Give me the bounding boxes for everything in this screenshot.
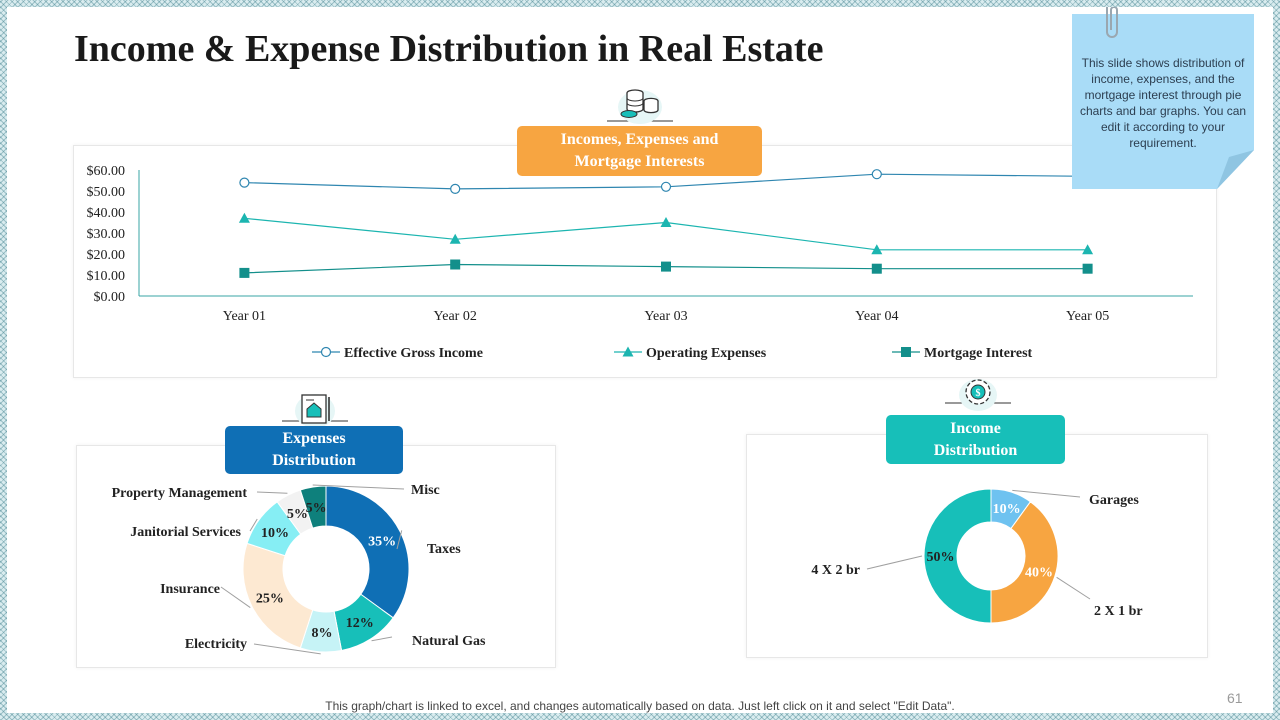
svg-text:$: $ (976, 388, 981, 399)
page-number: 61 (1227, 690, 1243, 706)
line-chart-panel[interactable] (73, 145, 1217, 378)
property-document-icon (280, 387, 350, 438)
income-panel[interactable] (746, 434, 1208, 658)
paperclip-icon (1099, 7, 1125, 51)
page-title: Income & Expense Distribution in Real Es… (74, 28, 824, 70)
footer-note: This graph/chart is linked to excel, and… (325, 699, 955, 713)
gear-dollar-icon: $ (943, 375, 1013, 420)
line-chart-title: Incomes, Expenses and Mortgage Interests (517, 126, 762, 176)
coins-icon (605, 85, 675, 134)
sticky-note-text: This slide shows distribution of income,… (1079, 56, 1247, 150)
slide: Income & Expense Distribution in Real Es… (7, 7, 1273, 713)
income-chart-title: Income Distribution (886, 415, 1065, 464)
expenses-panel[interactable] (76, 445, 556, 668)
expenses-chart-title: Expenses Distribution (225, 426, 403, 474)
